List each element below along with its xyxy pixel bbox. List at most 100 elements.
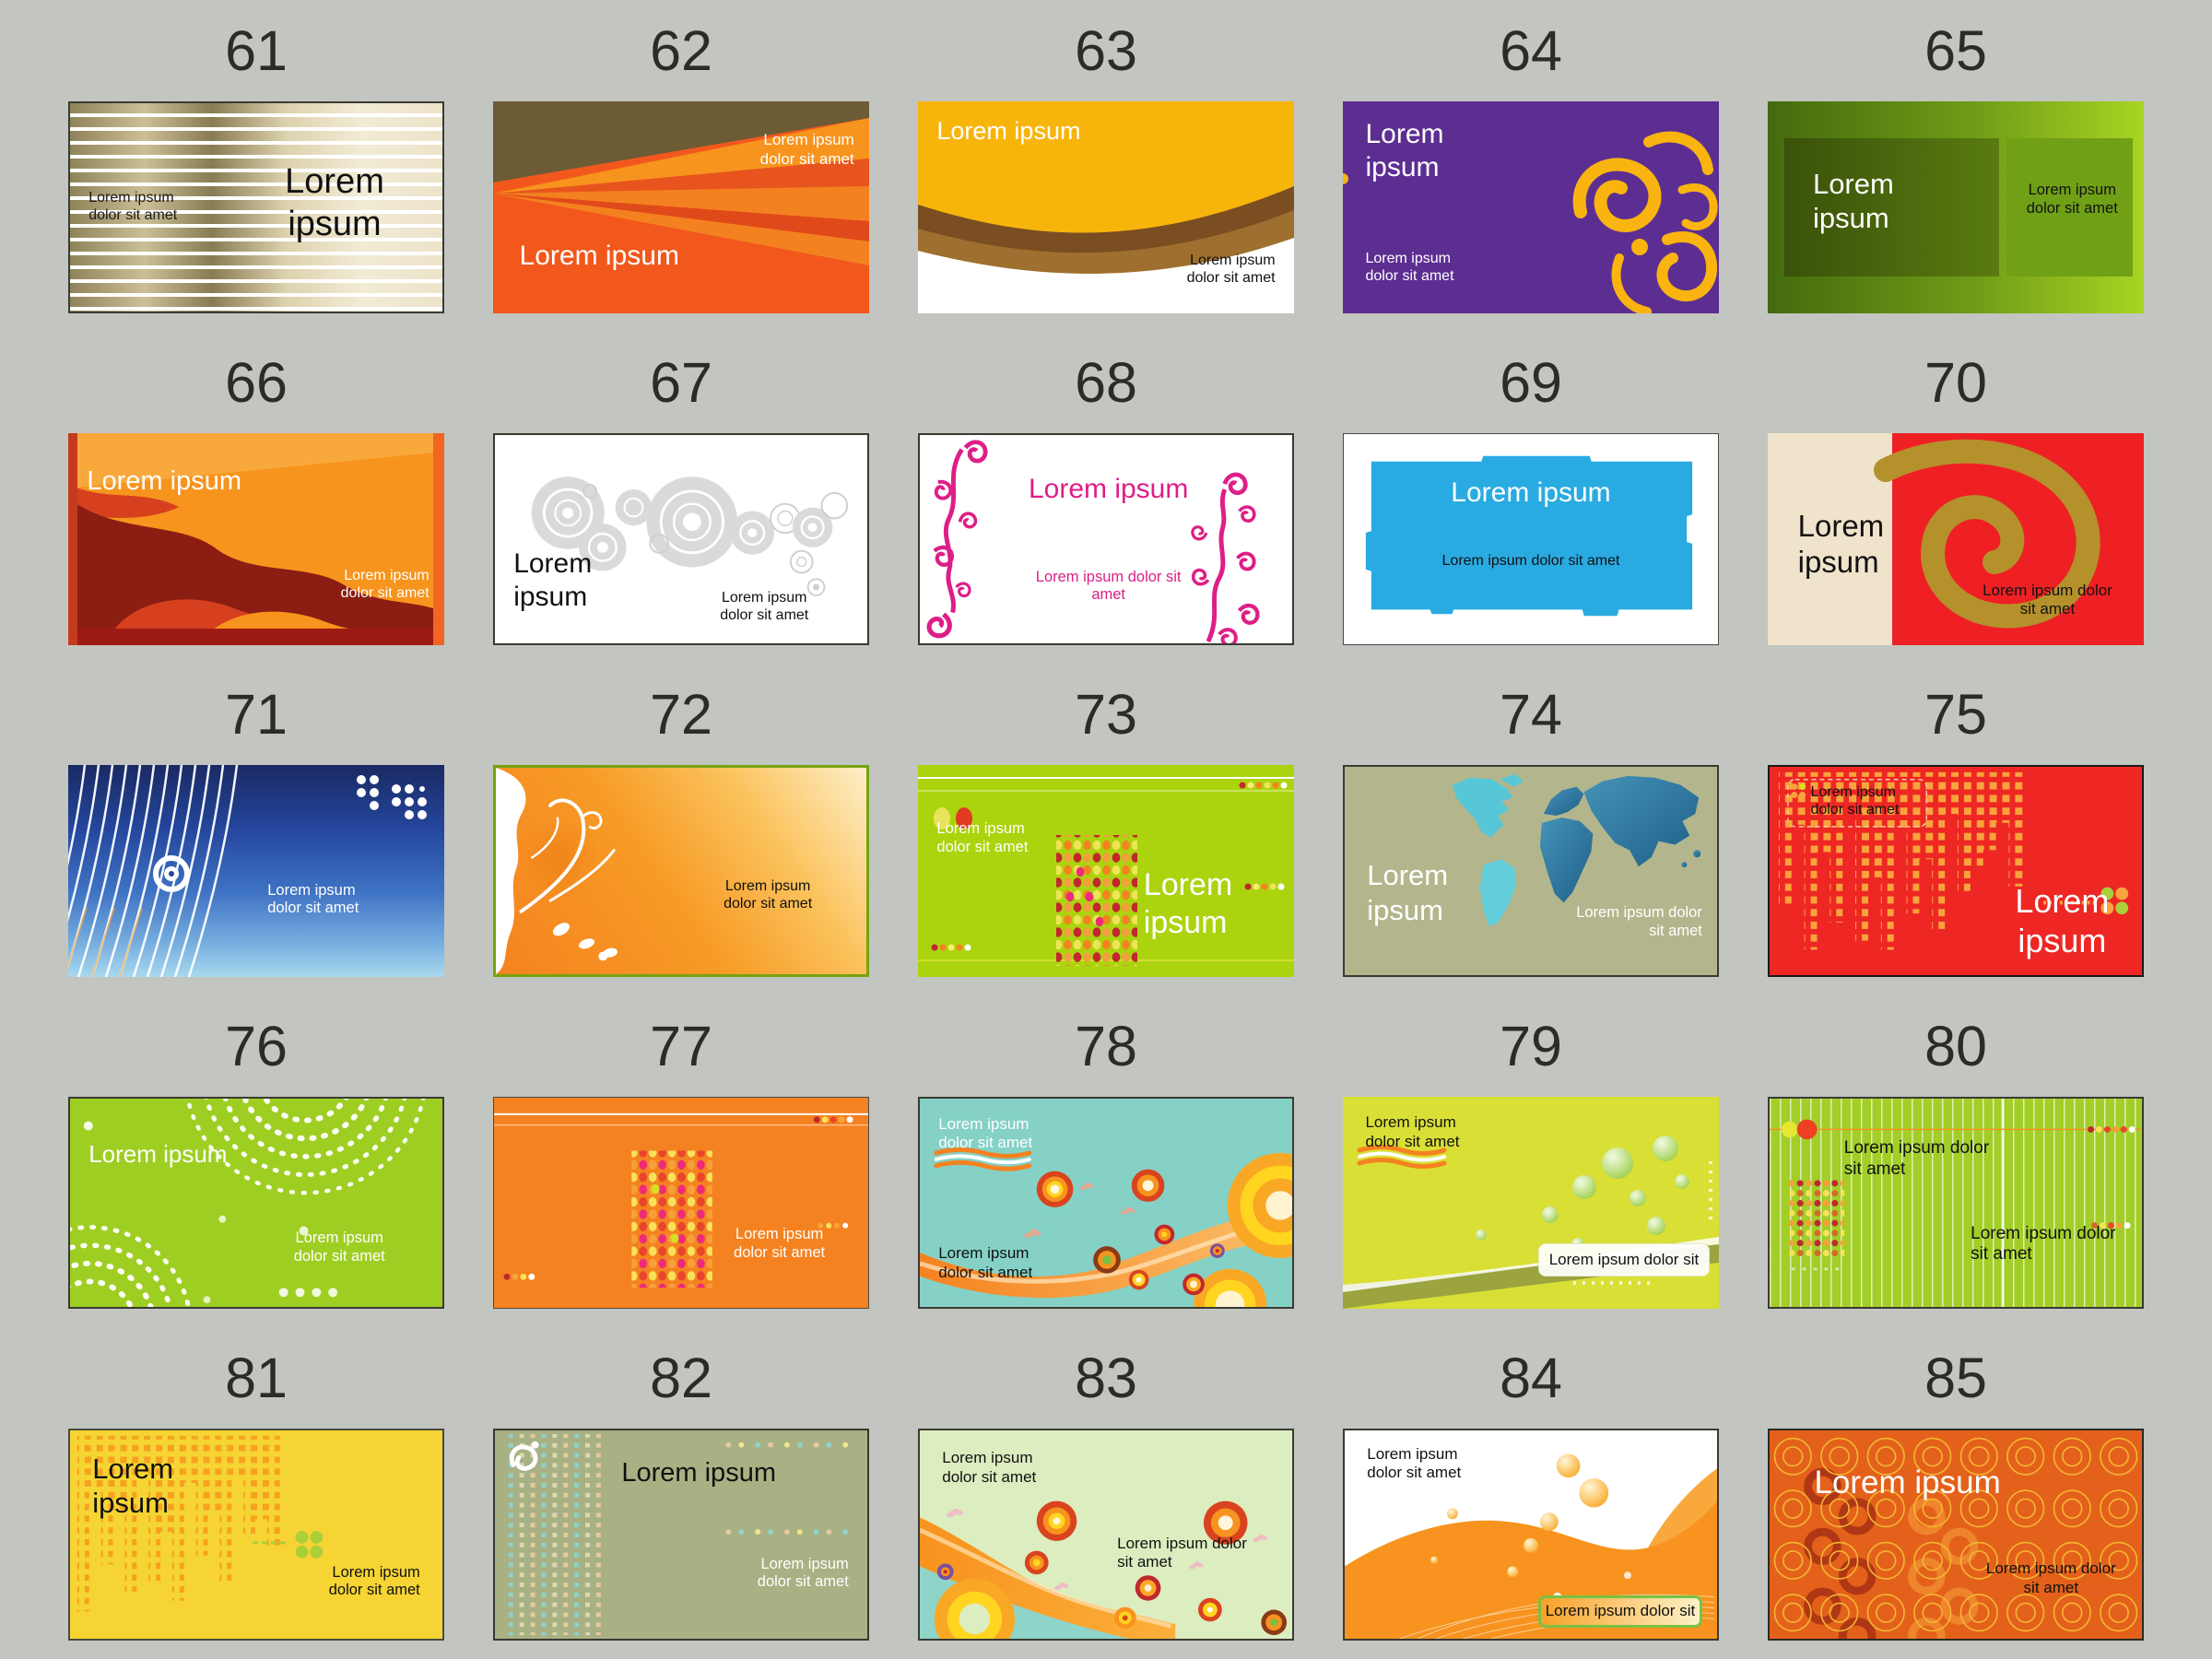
halftone-sunburst-decoration xyxy=(70,1099,426,1307)
business-card-template-77[interactable]: Lorem ipsum dolor sit amet xyxy=(493,1097,869,1309)
business-card-template-83[interactable]: Lorem ipsum dolor sit amet Lorem ipsum d… xyxy=(918,1429,1294,1641)
name-pill: Lorem ipsum dolor sit xyxy=(1538,1242,1710,1277)
business-card-template-72[interactable]: Lorem ipsum dolor sit amet xyxy=(493,765,869,977)
card-subtitle: Lorem ipsum dolor sit amet xyxy=(1843,1137,1990,1179)
template-number: 63 xyxy=(1075,19,1137,82)
card-subtitle: Lorem ipsum dolor sit amet xyxy=(1186,253,1276,287)
amber-wave-decoration xyxy=(918,101,1294,313)
business-card-template-61[interactable]: Lorem ipsum dolor sit amet Lorem ipsum xyxy=(68,101,444,313)
template-number: 83 xyxy=(1075,1347,1137,1409)
template-number: 61 xyxy=(225,19,288,82)
template-number: 65 xyxy=(1924,19,1987,82)
business-card-template-75[interactable]: Lorem ipsum dolor sit amet Lorem ipsum xyxy=(1768,765,2144,977)
card-subtitle: Lorem ipsum dolor sit amet xyxy=(1365,1113,1460,1150)
card-title: Lorem ipsum xyxy=(1028,473,1189,504)
business-card-template-70[interactable]: Lorem ipsum Lorem ipsum dolor sit amet xyxy=(1768,433,2144,645)
blue-waves-dots-decoration xyxy=(68,765,427,977)
white-floral-decoration xyxy=(496,768,618,974)
template-number: 77 xyxy=(650,1015,712,1077)
card-cell-68: 68 Lorem ip xyxy=(918,350,1294,645)
template-number: 67 xyxy=(650,351,712,414)
gold-spiral-decoration xyxy=(1768,433,2144,645)
card-cell-71: 71 xyxy=(68,682,444,977)
pill-text: Lorem ipsum dolor sit xyxy=(1545,1602,1696,1620)
template-number: 66 xyxy=(225,351,288,414)
template-number: 75 xyxy=(1924,683,1987,746)
right-panel xyxy=(2006,138,2133,276)
business-card-template-71[interactable]: Lorem ipsum dolor sit amet xyxy=(68,765,444,977)
card-cell-72: 72 Lorem ipsum dolor sit amet xyxy=(493,682,869,977)
template-number: 80 xyxy=(1924,1015,1987,1077)
card-title: Lorem ipsum xyxy=(2015,882,2110,960)
card-cell-85: 85 Lorem ipsum xyxy=(1768,1346,2144,1641)
template-number: 79 xyxy=(1500,1015,1562,1077)
template-number: 71 xyxy=(225,683,288,746)
template-number: 74 xyxy=(1500,683,1562,746)
card-subtitle: Lorem ipsum dolor sit amet xyxy=(88,189,178,223)
business-card-template-66[interactable]: Lorem ipsum Lorem ipsum dolor sit amet xyxy=(68,433,444,645)
card-title: Lorem ipsum xyxy=(1814,1465,2001,1501)
card-title: Lorem ipsum xyxy=(936,117,1081,146)
card-subtitle: Lorem ipsum dolor sit amet xyxy=(757,1555,849,1591)
card-subtitle: Lorem ipsum dolor sit amet xyxy=(267,881,359,917)
left-panel xyxy=(1784,138,1999,276)
card-cell-81: 81 Lorem ipsum Lorem ipsum dolor sit ame… xyxy=(68,1346,444,1641)
card-title: Lorem ipsum xyxy=(1812,168,1894,235)
business-card-template-68[interactable]: Lorem ipsum Lorem ipsum dolor sit amet xyxy=(918,433,1294,645)
template-number: 81 xyxy=(225,1347,288,1409)
ring-grid-decoration xyxy=(1770,1430,2142,1639)
business-card-template-63[interactable]: Lorem ipsum Lorem ipsum dolor sit amet xyxy=(918,101,1294,313)
pastel-square-columns-decoration xyxy=(501,1433,849,1636)
world-map-decoration xyxy=(1452,773,1701,926)
card-cell-75: 75 Lorem ipsum dolor sit amet Lorem ipsu… xyxy=(1768,682,2144,977)
card-subtitle: Lorem ipsum dolor sit amet xyxy=(340,567,429,602)
template-number: 69 xyxy=(1500,351,1562,414)
card-title: Lorem ipsum xyxy=(87,465,242,496)
card-cell-78: 78 xyxy=(918,1014,1294,1309)
gray-circles-decoration xyxy=(531,477,849,596)
card-subtitle: Lorem ipsum dolor sit amet xyxy=(938,1115,1033,1152)
business-card-template-79[interactable]: Lorem ipsum dolor sit amet Lorem ipsum d… xyxy=(1343,1097,1719,1309)
card-subtitle: Lorem ipsum dolor sit amet xyxy=(1576,904,1702,939)
business-card-template-80[interactable]: Lorem ipsum dolor sit amet Lorem ipsum d… xyxy=(1768,1097,2144,1309)
business-card-template-67[interactable]: Lorem ipsum Lorem ipsum dolor sit amet xyxy=(493,433,869,645)
card-subtitle: Lorem ipsum dolor sit amet xyxy=(1983,582,2112,618)
business-card-template-69[interactable]: Lorem ipsum Lorem ipsum dolor sit amet xyxy=(1343,433,1719,645)
card-subtitle: Lorem ipsum dolor sit amet xyxy=(293,1230,385,1265)
card-subtitle: Lorem ipsum dolor sit amet xyxy=(1810,784,1900,818)
template-number: 85 xyxy=(1924,1347,1987,1409)
business-card-template-64[interactable]: Lorem ipsum Lorem ipsum dolor sit amet xyxy=(1343,101,1719,313)
pinstripe-dots-decoration xyxy=(1770,1099,2142,1307)
template-number: 73 xyxy=(1075,683,1137,746)
business-card-template-81[interactable]: Lorem ipsum Lorem ipsum dolor sit amet xyxy=(68,1429,444,1641)
business-card-template-78[interactable]: Lorem ipsum dolor sit amet Lorem ipsum d… xyxy=(918,1097,1294,1309)
card-cell-67: 67 Lorem ipsum Lorem ipsum dolor sit ame… xyxy=(493,350,869,645)
card-cell-62: 62 Lorem ipsum dolor sit amet Lorem ipsu… xyxy=(493,18,869,313)
card-subtitle: Lorem ipsum dolor sit amet xyxy=(734,1226,826,1261)
blue-rough-rectangle-decoration xyxy=(1365,455,1693,617)
card-cell-76: 76 xyxy=(68,1014,444,1309)
card-subtitle-2: Lorem ipsum dolor sit amet xyxy=(938,1244,1033,1281)
business-card-template-73[interactable]: Lorem ipsum dolor sit amet Lorem ipsum xyxy=(918,765,1294,977)
card-subtitle: Lorem ipsum dolor sit amet xyxy=(1441,552,1620,569)
card-subtitle: Lorem ipsum dolor sit amet xyxy=(759,131,854,168)
business-card-template-65[interactable]: Lorem ipsum Lorem ipsum dolor sit amet xyxy=(1768,101,2144,313)
card-subtitle: Lorem ipsum dolor sit amet xyxy=(1367,1444,1462,1482)
business-card-template-76[interactable]: Lorem ipsum Lorem ipsum dolor sit amet xyxy=(68,1097,444,1309)
card-title: Lorem ipsum xyxy=(88,1140,228,1169)
card-subtitle-2: Lorem ipsum dolor sit amet xyxy=(1117,1535,1247,1571)
business-card-template-82[interactable]: Lorem ipsum Lorem ipsum dolor sit amet xyxy=(493,1429,869,1641)
card-cell-64: 64 Lorem ipsum Lorem ipsum dolor sit ame… xyxy=(1343,18,1719,313)
template-number: 84 xyxy=(1500,1347,1562,1409)
business-card-template-85[interactable]: Lorem ipsum Lorem ipsum dolor sit amet xyxy=(1768,1429,2144,1641)
square-columns-decoration xyxy=(1778,771,2129,959)
business-card-template-84[interactable]: Lorem ipsum dolor sit amet Lorem ipsum d… xyxy=(1343,1429,1719,1641)
card-subtitle: Lorem ipsum dolor sit amet xyxy=(720,590,809,624)
marbled-lava-decoration xyxy=(68,433,444,645)
template-number: 72 xyxy=(650,683,712,746)
card-subtitle: Lorem ipsum dolor sit amet xyxy=(936,819,1029,855)
card-subtitle: Lorem ipsum dolor sit amet xyxy=(2026,182,2118,218)
business-card-template-62[interactable]: Lorem ipsum dolor sit amet Lorem ipsum xyxy=(493,101,869,313)
card-title: Lorem ipsum xyxy=(1797,508,1885,580)
business-card-template-74[interactable]: Lorem ipsum Lorem ipsum dolor sit amet xyxy=(1343,765,1719,977)
